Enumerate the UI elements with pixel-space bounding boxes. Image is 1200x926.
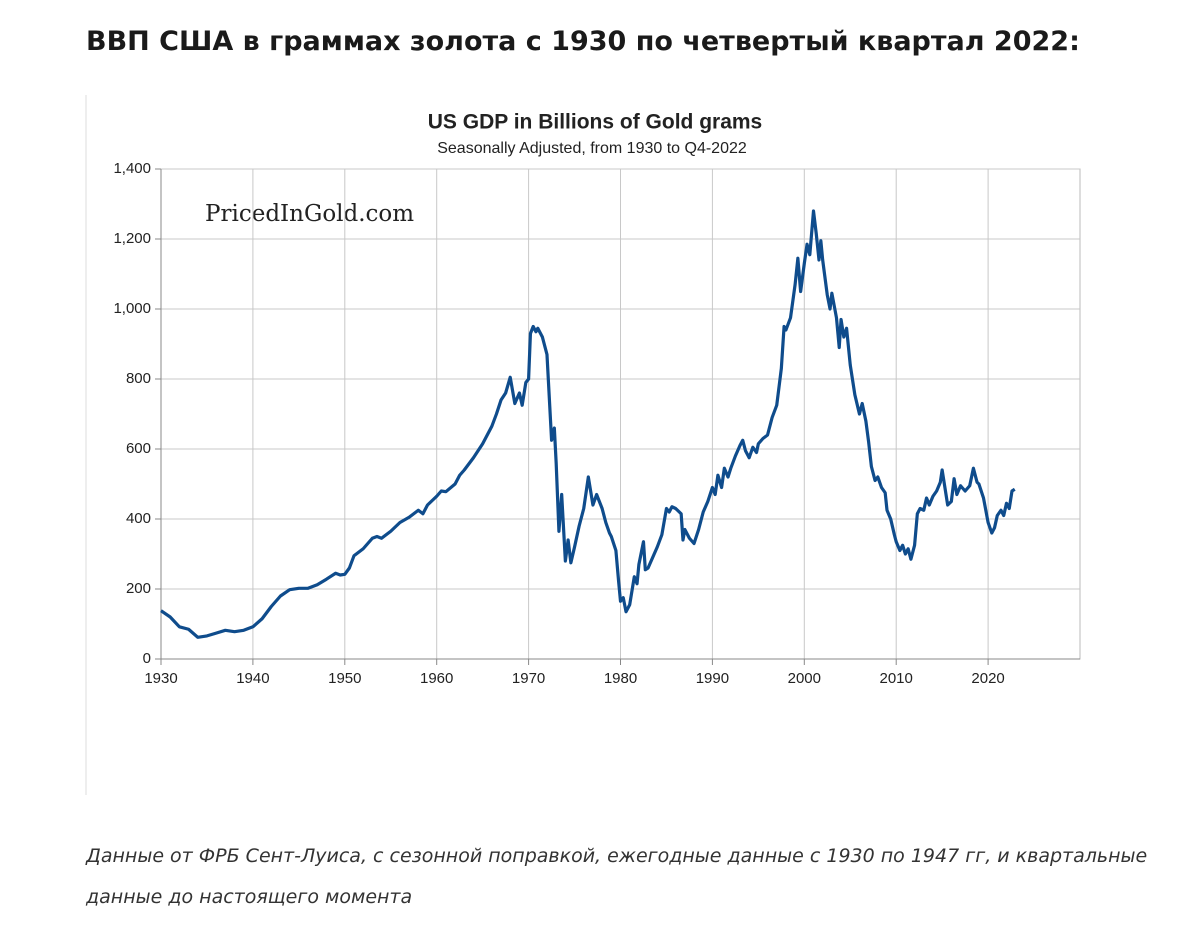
x-tick-label: 1980 <box>604 670 637 687</box>
heading: ВВП США в граммах золота с 1930 по четве… <box>86 26 1080 57</box>
x-tick-label: 2000 <box>788 670 821 687</box>
chart: US GDP in Billions of Gold grams Seasona… <box>85 95 1081 795</box>
x-tick-label: 1970 <box>512 670 545 687</box>
y-tick-label: 1,200 <box>113 230 151 247</box>
x-tick-label: 1990 <box>696 670 729 687</box>
caption: Данные от ФРБ Сент-Луиса, с сезонной поп… <box>86 845 1148 908</box>
y-tick-label: 1,400 <box>113 160 151 177</box>
x-tick-label: 1950 <box>328 670 361 687</box>
data-line <box>160 209 1016 639</box>
y-tick-label: 200 <box>126 580 151 597</box>
chart-subtitle: Seasonally Adjusted, from 1930 to Q4-202… <box>437 140 747 157</box>
y-tick-label: 0 <box>143 650 151 667</box>
x-tick-label: 1940 <box>236 670 269 687</box>
y-tick-label: 400 <box>126 510 151 527</box>
chart-title: US GDP in Billions of Gold grams <box>428 111 762 134</box>
y-tick-label: 800 <box>126 370 151 387</box>
x-tick-label: 1930 <box>144 670 177 687</box>
watermark: PricedInGold.com <box>205 201 414 227</box>
y-tick-label: 1,000 <box>113 300 151 317</box>
x-tick-label: 2020 <box>971 670 1004 687</box>
y-tick-label: 600 <box>126 440 151 457</box>
x-tick-label: 2010 <box>880 670 913 687</box>
x-tick-label: 1960 <box>420 670 453 687</box>
